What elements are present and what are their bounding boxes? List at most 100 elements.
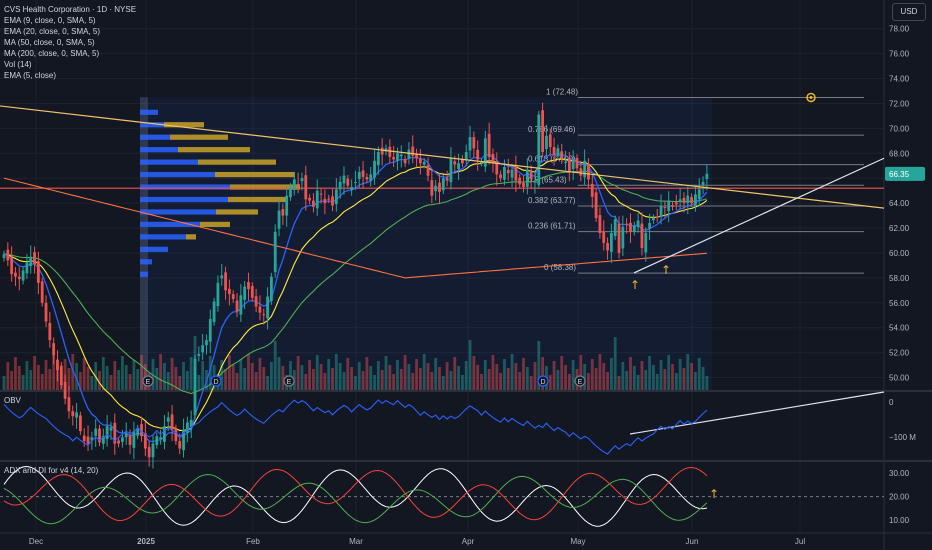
volume-bar bbox=[399, 369, 403, 390]
volume-bar bbox=[388, 365, 392, 390]
candle-body bbox=[338, 181, 342, 190]
volume-bar bbox=[464, 361, 468, 390]
legend-ema9[interactable]: EMA (9, close, 0, SMA, 5) bbox=[4, 16, 96, 25]
annotations: ↑ ↑ ↑ D D E E E bbox=[0, 92, 885, 501]
candle-body bbox=[121, 437, 124, 443]
last-price-label: 66.35 bbox=[889, 170, 910, 179]
candle-body bbox=[350, 186, 354, 191]
volume-bar bbox=[567, 374, 571, 390]
candle-body bbox=[117, 440, 120, 444]
candle-body bbox=[411, 146, 415, 156]
volume-bar bbox=[247, 354, 250, 390]
profile-bar-up bbox=[140, 184, 230, 190]
currency-button[interactable]: USD bbox=[892, 3, 926, 21]
candle-body bbox=[25, 261, 29, 274]
legend-vol[interactable]: Vol (14) bbox=[4, 60, 32, 69]
fib-retracement: 1 (72.48) 0.786 (69.46) 0.618 (67.09) 0.5 (… bbox=[528, 87, 864, 274]
volume-bar bbox=[376, 361, 380, 390]
candle-body bbox=[6, 249, 10, 261]
candle-body bbox=[216, 282, 220, 307]
candle-body bbox=[128, 435, 132, 445]
candle-body bbox=[663, 207, 667, 209]
time-tick-label: Jul bbox=[795, 537, 805, 546]
candle-body bbox=[606, 242, 609, 251]
candle-body bbox=[480, 162, 483, 163]
legend-ma200[interactable]: MA (200, close, 0, SMA, 5) bbox=[4, 49, 100, 58]
volume-bar bbox=[403, 355, 407, 390]
volume-bar bbox=[266, 376, 269, 390]
profile-bar-down bbox=[178, 147, 250, 153]
obv-label[interactable]: OBV bbox=[4, 396, 21, 405]
candle-body bbox=[82, 435, 86, 442]
volume-bar bbox=[67, 368, 71, 390]
candle-body bbox=[701, 181, 705, 185]
candle-body bbox=[36, 261, 40, 283]
volume-bar bbox=[17, 366, 21, 390]
candle-body bbox=[602, 231, 606, 243]
candle-body bbox=[174, 428, 178, 442]
volume-bar bbox=[629, 357, 632, 390]
obv-pane: 0 −100 M bbox=[3, 398, 916, 455]
volume-bar bbox=[415, 359, 418, 390]
volume-bar bbox=[682, 368, 686, 390]
volume-bar bbox=[2, 376, 6, 390]
profile-bar-down bbox=[228, 196, 288, 203]
candle-body bbox=[506, 169, 510, 174]
volume-bar bbox=[678, 359, 682, 390]
candle-body bbox=[396, 153, 399, 162]
candle-body bbox=[33, 252, 36, 265]
adx-label[interactable]: ADX and DI for v4 (14, 20) bbox=[4, 466, 99, 475]
candle-body bbox=[40, 281, 44, 303]
volume-bar bbox=[533, 362, 537, 390]
time-tick-label: Dec bbox=[29, 537, 43, 546]
candle-body bbox=[67, 397, 71, 412]
candle-body bbox=[98, 428, 101, 443]
volume-bar bbox=[21, 375, 25, 390]
legend-ema5[interactable]: EMA (5, close) bbox=[4, 71, 57, 80]
volume-bar bbox=[182, 362, 185, 390]
profile-bar-down bbox=[164, 122, 204, 128]
candle-body bbox=[422, 162, 426, 165]
volume-bar bbox=[151, 359, 155, 390]
volume-bar bbox=[407, 364, 411, 390]
candle-body bbox=[63, 382, 67, 399]
candle-body bbox=[522, 182, 525, 187]
volume-bar bbox=[514, 363, 518, 390]
candle-body bbox=[617, 223, 621, 253]
volume-bar bbox=[548, 375, 552, 390]
volume-bar bbox=[220, 360, 224, 390]
volume-bar bbox=[10, 371, 14, 390]
volume-bar bbox=[365, 357, 369, 390]
candle-body bbox=[609, 233, 613, 252]
volume-bar bbox=[613, 337, 617, 390]
candle-body bbox=[415, 154, 418, 159]
volume-bar bbox=[170, 358, 174, 390]
profile-bar-up bbox=[140, 147, 178, 153]
legend-ma50[interactable]: MA (50, close, 0, SMA, 5) bbox=[4, 38, 95, 47]
price-tick-label: 60.00 bbox=[889, 249, 910, 258]
candle-body bbox=[292, 179, 296, 190]
legend-symbol[interactable]: CVS Health Corporation · 1D · NYSE bbox=[4, 5, 137, 14]
volume-bar bbox=[701, 367, 705, 390]
candle-body bbox=[671, 205, 674, 207]
adx-pane: 30.00 20.00 10.00 bbox=[0, 465, 910, 527]
range-box bbox=[140, 97, 712, 391]
volume-bar bbox=[426, 363, 430, 390]
candle-body bbox=[575, 158, 579, 169]
candle-body bbox=[346, 178, 350, 186]
legend-ema20[interactable]: EMA (20, close, 0, SMA, 5) bbox=[4, 27, 101, 36]
volume-bar bbox=[319, 364, 323, 390]
volume-bar bbox=[235, 373, 239, 390]
candle-body bbox=[273, 231, 277, 273]
profile-bar-up bbox=[140, 234, 186, 240]
candle-body bbox=[514, 164, 518, 181]
candle-body bbox=[14, 272, 17, 277]
fib-label: 0.236 (61.71) bbox=[528, 222, 576, 231]
target-icon bbox=[806, 92, 816, 103]
dividend-marker-label: D bbox=[540, 379, 545, 386]
obv-tick-label: −100 M bbox=[889, 433, 916, 442]
candle-body bbox=[449, 158, 453, 183]
volume-bar bbox=[560, 356, 564, 390]
